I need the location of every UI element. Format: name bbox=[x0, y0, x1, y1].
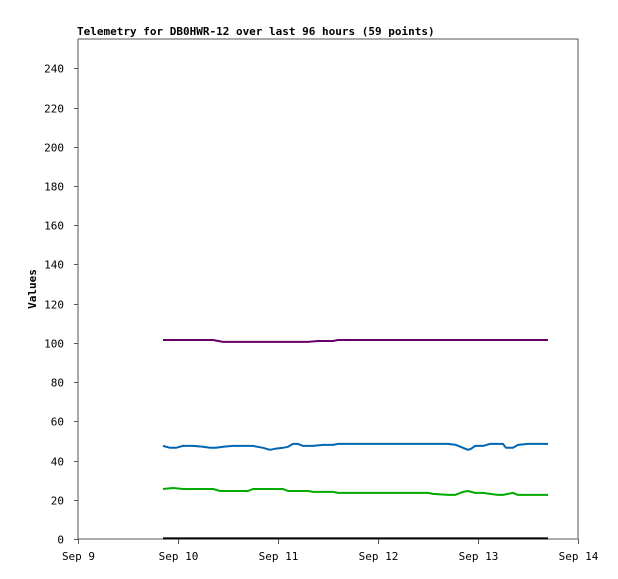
y-tick-label: 160 bbox=[44, 220, 64, 233]
y-tick-label: 140 bbox=[44, 259, 64, 272]
y-tick-label: 220 bbox=[44, 103, 64, 116]
x-tick-label: Sep 14 bbox=[559, 550, 599, 563]
x-tick-label: Sep 9 bbox=[62, 550, 95, 563]
y-tick-label: 0 bbox=[57, 534, 64, 547]
x-tick-label: Sep 11 bbox=[259, 550, 299, 563]
y-tick-label: 20 bbox=[51, 495, 64, 508]
x-tick-label: Sep 10 bbox=[159, 550, 199, 563]
y-axis: 0 20 40 60 80 100 120 140 160 180 200 220 240 bbox=[44, 63, 78, 547]
series-layer bbox=[162, 339, 548, 540]
y-tick-label: 240 bbox=[44, 63, 64, 76]
y-tick-label: 40 bbox=[51, 456, 64, 469]
y-tick-label: 60 bbox=[51, 416, 64, 429]
series-line-2 bbox=[162, 442, 548, 451]
chart-title: Telemetry for DB0HWR-12 over last 96 hou… bbox=[77, 25, 435, 38]
x-axis: Sep 9 Sep 10 Sep 11 Sep 12 Sep 13 Sep 14 bbox=[62, 539, 599, 563]
y-tick-label: 120 bbox=[44, 299, 64, 312]
x-tick-label: Sep 12 bbox=[359, 550, 399, 563]
plot-frame bbox=[77, 38, 579, 540]
y-axis-title: Values bbox=[26, 269, 39, 309]
series-line-3 bbox=[162, 487, 548, 496]
y-tick-label: 80 bbox=[51, 377, 64, 390]
y-tick-label: 200 bbox=[44, 142, 64, 155]
y-tick-label: 180 bbox=[44, 181, 64, 194]
series-line-1 bbox=[163, 339, 548, 343]
y-tick-label: 100 bbox=[44, 338, 64, 351]
x-tick-label: Sep 13 bbox=[459, 550, 499, 563]
